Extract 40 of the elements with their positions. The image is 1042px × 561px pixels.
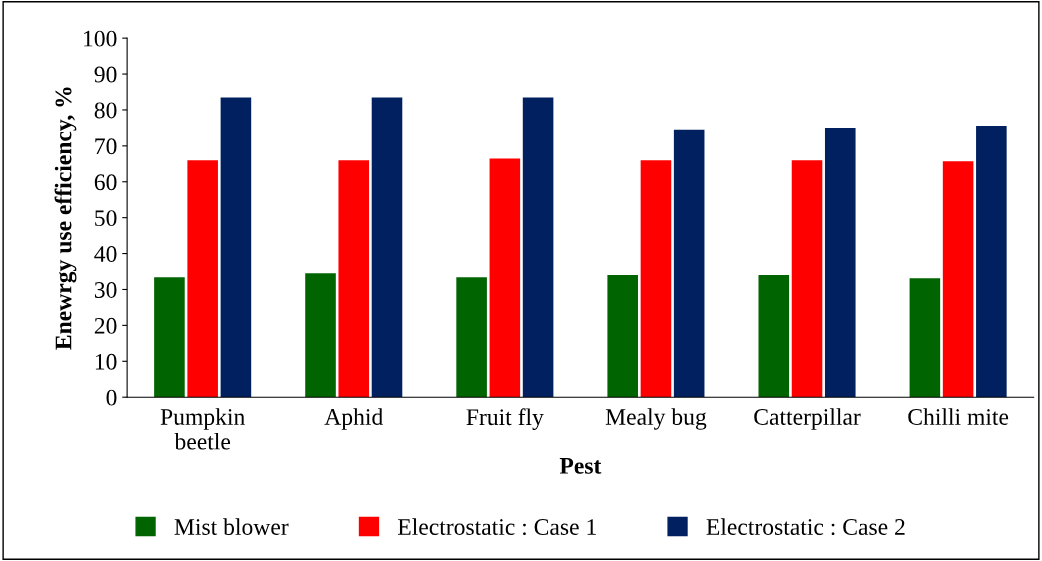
bar — [456, 277, 487, 398]
y-tick-label: 30 — [94, 281, 117, 298]
bar — [909, 278, 941, 398]
y-tick-label: 20 — [94, 317, 117, 334]
y-axis-title: Enewrgy use efficiency, % — [54, 87, 77, 350]
x-tick-label: Pumpkin beetle — [160, 408, 245, 450]
x-tick-label: Chilli mite — [908, 408, 1009, 425]
bar — [154, 277, 185, 398]
y-tick-label: 60 — [94, 174, 117, 191]
bar — [640, 160, 672, 398]
bar — [607, 275, 638, 398]
bar — [220, 97, 252, 398]
y-tick-label: 80 — [94, 102, 117, 119]
x-tick-label: Aphid — [324, 408, 383, 430]
y-tick-label: 40 — [94, 246, 117, 262]
y-tick-label: 100 — [84, 30, 117, 47]
bar — [824, 127, 856, 398]
y-tick-label: 0 — [106, 389, 117, 406]
bar — [673, 129, 705, 398]
bar — [791, 160, 823, 398]
bar — [522, 97, 554, 398]
y-tick-label: 50 — [95, 210, 117, 227]
x-tick-label: Catterpillar — [754, 408, 861, 430]
legend-label: Mist blower — [174, 518, 289, 535]
x-tick-label: Mealy bug — [605, 408, 707, 430]
y-tick-label: 90 — [94, 66, 117, 83]
bar — [758, 275, 790, 398]
legend-label: Electrostatic : Case 2 — [706, 518, 905, 536]
x-axis-title: Pest — [559, 458, 602, 474]
x-tick-label: Fruit fly — [466, 408, 544, 431]
bar — [489, 158, 521, 398]
y-tick-label: 10 — [95, 353, 117, 370]
bar — [338, 160, 370, 398]
bar — [305, 273, 336, 398]
bar — [976, 126, 1007, 398]
bar — [187, 160, 218, 398]
bar — [942, 161, 974, 398]
bar — [371, 97, 403, 398]
legend-label: Electrostatic : Case 1 — [397, 518, 596, 536]
y-tick-label: 70 — [95, 138, 117, 155]
